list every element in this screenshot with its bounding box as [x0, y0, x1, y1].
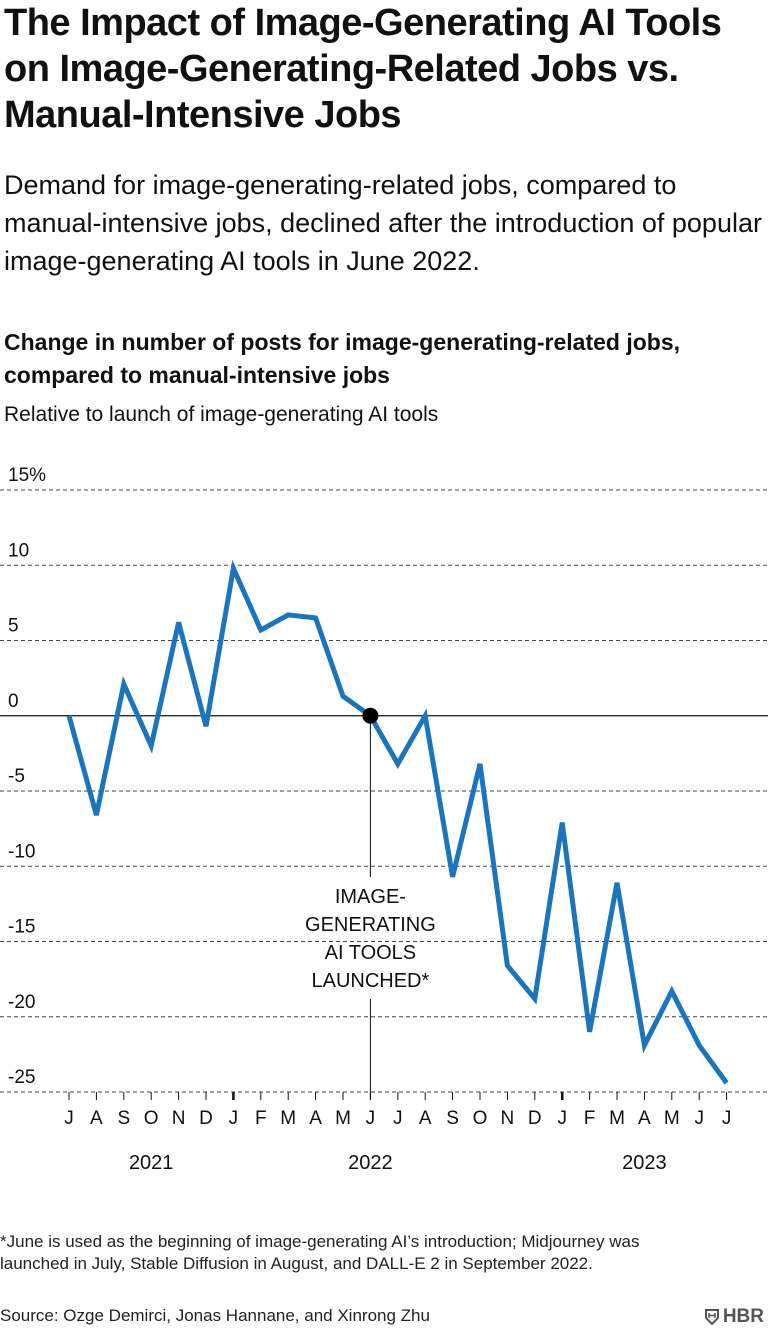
x-tick-label: A	[309, 1108, 322, 1129]
chart-title: Change in number of posts for image-gene…	[4, 329, 681, 388]
x-tick-label: F	[255, 1108, 267, 1129]
page-dek: Demand for image-generating-related jobs…	[4, 170, 762, 276]
x-tick-label: J	[64, 1108, 74, 1129]
x-tick-label: M	[335, 1108, 351, 1129]
x-tick-label: A	[419, 1108, 432, 1129]
y-tick-label: 15%	[8, 465, 46, 486]
x-tick-label: M	[280, 1108, 296, 1129]
y-tick-label: -15	[8, 917, 35, 938]
y-tick-label: 0	[8, 691, 19, 712]
x-tick-label: J	[722, 1108, 732, 1129]
series-line	[66, 559, 729, 1085]
y-tick-label: -10	[8, 841, 35, 862]
x-tick-label: M	[664, 1108, 680, 1129]
x-tick-label: A	[90, 1108, 103, 1129]
launch-point	[362, 707, 379, 724]
x-tick-label: J	[557, 1108, 567, 1129]
x-tick-label: N	[501, 1108, 515, 1129]
x-tick-label: A	[638, 1108, 651, 1129]
annotation-text: IMAGE-	[335, 886, 406, 908]
y-tick-label: -5	[8, 766, 25, 787]
grid-lines	[0, 489, 768, 1093]
x-tick-label: F	[584, 1108, 596, 1129]
annotation-text: AI TOOLS	[325, 942, 417, 964]
page-title: The Impact of Image-Generating AI Tools …	[4, 2, 722, 136]
chart-subtitle: Relative to launch of image-generating A…	[4, 403, 439, 426]
year-label: 2021	[129, 1152, 174, 1174]
x-tick-label: J	[694, 1108, 704, 1129]
footnote: *June is used as the beginning of image-…	[0, 1232, 640, 1273]
x-tick-label: M	[609, 1108, 625, 1129]
y-tick-label: 5	[8, 616, 19, 637]
y-tick-label: -20	[8, 992, 35, 1013]
annotation-text: LAUNCHED*	[311, 970, 429, 992]
y-tick-label: 10	[8, 540, 29, 561]
shield-icon	[704, 1309, 719, 1325]
x-tick-label: S	[117, 1108, 130, 1129]
x-tick-label: J	[366, 1108, 376, 1129]
source-note: Source: Ozge Demirci, Jonas Hannane, and…	[0, 1306, 430, 1325]
x-tick-label: N	[172, 1108, 186, 1129]
x-tick-label: D	[528, 1108, 542, 1129]
year-label: 2022	[348, 1152, 393, 1174]
x-tick-label: D	[199, 1108, 213, 1129]
logo-text: HBR	[722, 1306, 764, 1327]
hbr-logo: HBR	[704, 1306, 764, 1328]
y-tick-label: -25	[8, 1067, 35, 1088]
x-tick-label: O	[144, 1108, 159, 1129]
x-tick-label: S	[446, 1108, 459, 1129]
annotation-text: GENERATING	[305, 914, 436, 936]
x-tick-label: O	[473, 1108, 488, 1129]
x-tick-label: J	[229, 1108, 239, 1129]
y-tick-labels: 15% 10 5 0 -5 -10 -15 -20 -25	[8, 465, 46, 1088]
year-label: 2023	[622, 1152, 667, 1174]
launch-annotation: IMAGE- GENERATING AI TOOLS LAUNCHED*	[305, 715, 436, 1100]
series	[66, 559, 729, 1085]
x-tick-label: J	[393, 1108, 403, 1129]
